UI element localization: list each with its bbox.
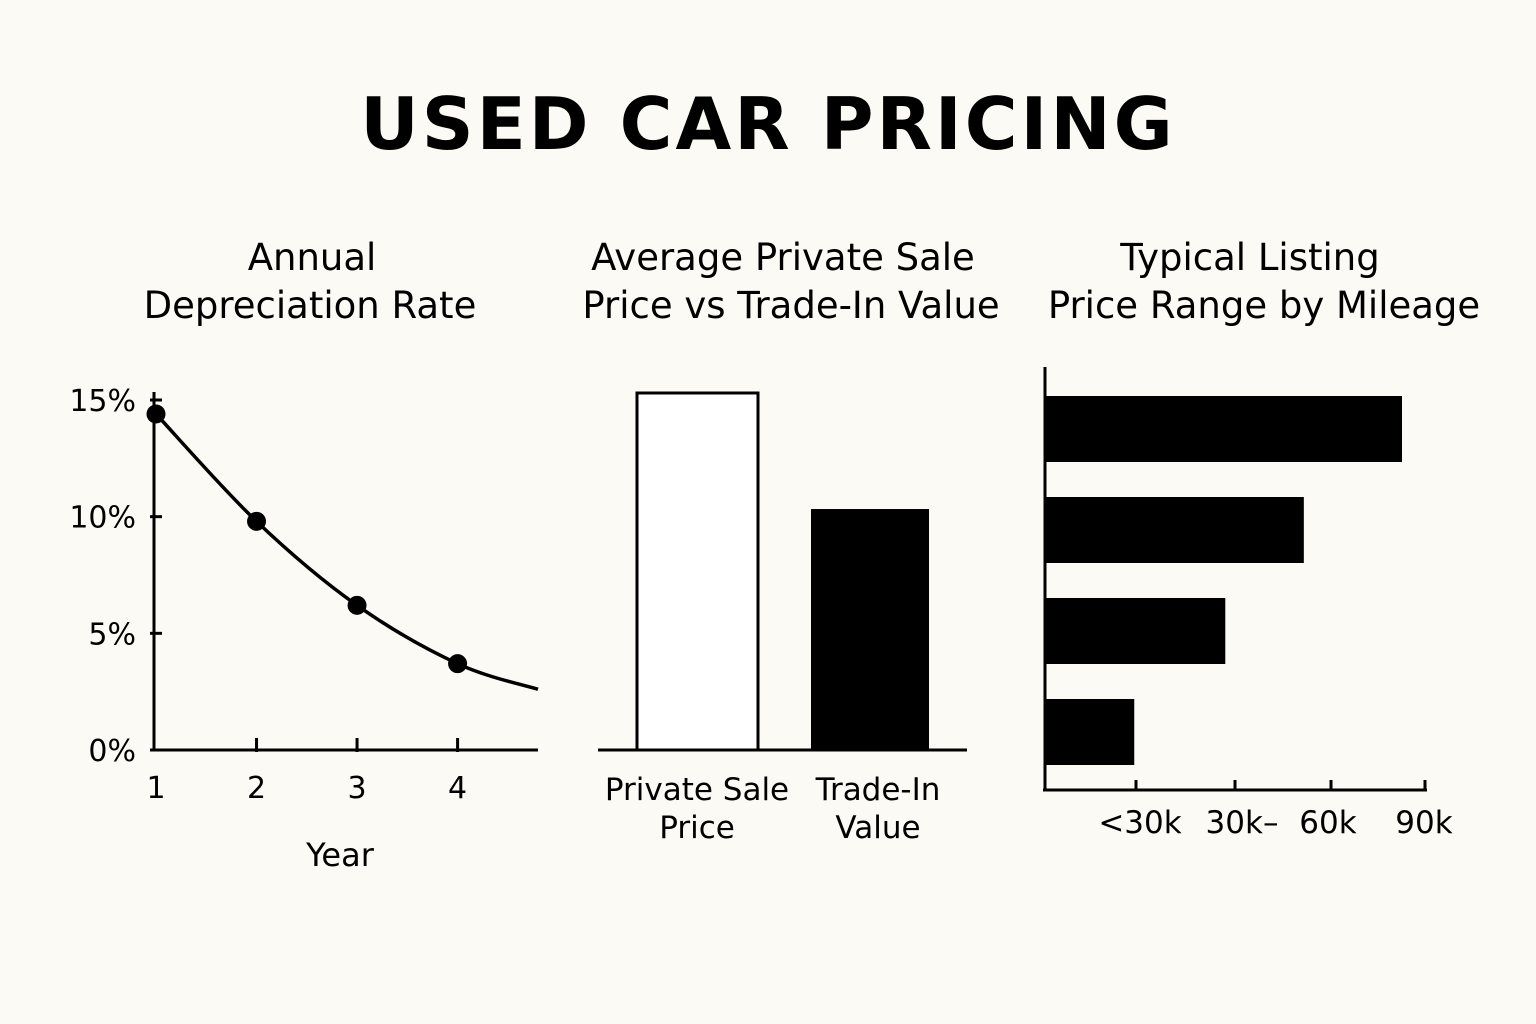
mileage-tick-label: 30k– [1206, 805, 1279, 841]
mileage-bar [1045, 598, 1226, 664]
mileage-bar [1045, 497, 1304, 563]
depreciation-y-tick-label: 5% [88, 617, 136, 652]
mileage-price-title-line-1: Typical Listing [1119, 236, 1379, 279]
mileage-tick-label: 60k [1299, 805, 1356, 841]
bar-label-private-sale-line-1: Private Sale [605, 772, 789, 808]
mileage-bar [1045, 699, 1135, 765]
depreciation-x-tick-label: 1 [146, 771, 165, 806]
mileage-tick-label: <30k [1098, 805, 1181, 841]
depreciation-y-tick-label: 10% [69, 501, 136, 536]
bar-label-trade-in-line-2: Value [835, 810, 920, 846]
depreciation-point [247, 511, 267, 531]
depreciation-y-tick-label: 15% [69, 384, 136, 419]
depreciation-x-tick-label: 2 [247, 771, 266, 806]
mileage-bars [1045, 396, 1403, 765]
depreciation-point [448, 654, 468, 674]
depreciation-x-tick-label: 4 [448, 771, 467, 806]
mileage-bar [1045, 396, 1403, 462]
bar-label-trade-in-line-1: Trade-In [815, 772, 941, 808]
bar-label-private-sale-line-2: Price [659, 810, 735, 846]
depreciation-chart-title-line-2: Depreciation Rate [144, 284, 477, 327]
bar-trade-in [811, 509, 929, 750]
depreciation-y-tick-label: 0% [88, 734, 136, 769]
depreciation-x-tick-label: 3 [348, 771, 367, 806]
mileage-price-title-line-2: Price Range by Mileage [1048, 284, 1480, 327]
depreciation-series-line [154, 412, 539, 692]
depreciation-points [146, 404, 468, 674]
sale-vs-tradein-chart: Average Private Sale Price vs Trade-In V… [582, 236, 999, 846]
mileage-price-chart: Typical Listing Price Range by Mileage <… [1043, 236, 1480, 841]
depreciation-x-axis-label: Year [305, 836, 375, 874]
depreciation-y-ticks: 0% 5% 10% 15% [69, 384, 162, 769]
sale-vs-tradein-title-line-1: Average Private Sale [591, 236, 975, 279]
depreciation-point [347, 595, 367, 615]
depreciation-x-ticks: 1 2 3 4 [146, 738, 467, 806]
bar-private-sale [635, 391, 760, 752]
depreciation-point [146, 404, 166, 424]
mileage-tick-label: 90k [1395, 805, 1452, 841]
depreciation-chart: Annual Depreciation Rate 0% 5% 10% 15% 1 2 3 4… [69, 236, 539, 874]
page-title: USED CAR PRICING [360, 82, 1176, 166]
depreciation-chart-title-line-1: Annual [248, 236, 377, 279]
sale-vs-tradein-title-line-2: Price vs Trade-In Value [582, 284, 999, 327]
sale-vs-tradein-bars [635, 391, 929, 752]
